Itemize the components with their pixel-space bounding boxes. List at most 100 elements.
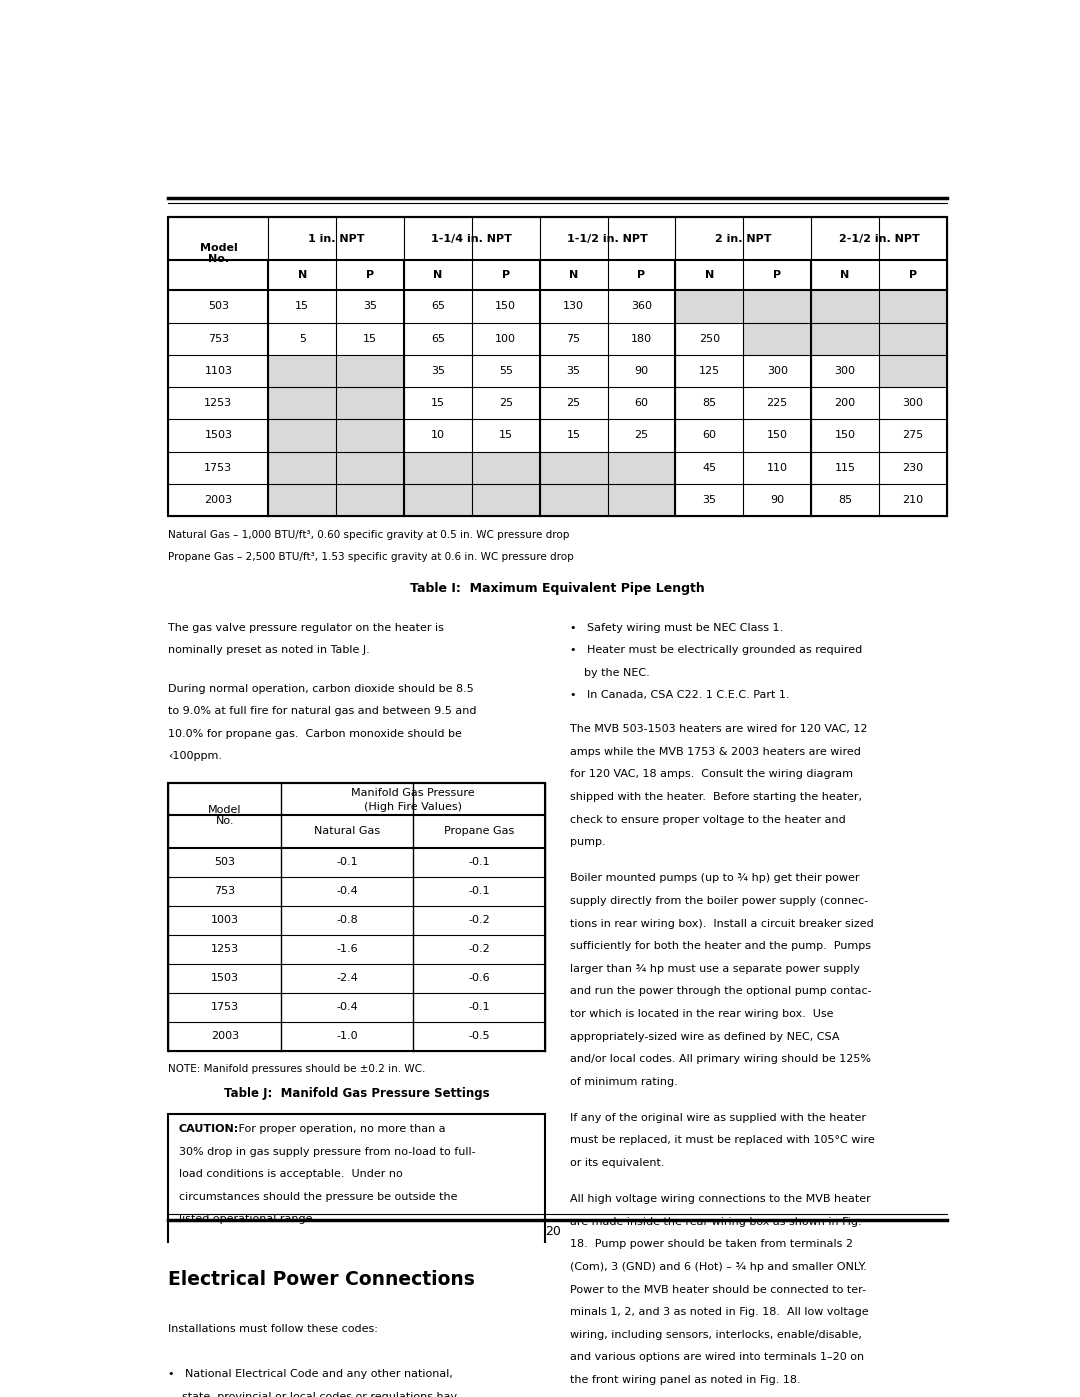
Text: 35: 35 (431, 366, 445, 376)
Text: Table J:  Manifold Gas Pressure Settings: Table J: Manifold Gas Pressure Settings (224, 1087, 489, 1101)
Bar (168, 784, 545, 1051)
Text: -2.4: -2.4 (337, 974, 359, 983)
Text: by the NEC.: by the NEC. (570, 668, 650, 678)
Text: for 120 VAC, 18 amps.  Consult the wiring diagram: for 120 VAC, 18 amps. Consult the wiring… (570, 770, 853, 780)
Text: 110: 110 (767, 462, 787, 472)
Text: 25: 25 (567, 398, 581, 408)
Text: wiring, including sensors, interlocks, enable/disable,: wiring, including sensors, interlocks, e… (570, 1330, 862, 1340)
Text: 65: 65 (431, 302, 445, 312)
Text: 90: 90 (634, 366, 649, 376)
Text: 275: 275 (902, 430, 923, 440)
Text: supply directly from the boiler power supply (connec-: supply directly from the boiler power su… (570, 895, 868, 907)
Text: 1503: 1503 (204, 430, 232, 440)
Text: 503: 503 (207, 302, 229, 312)
Bar (811, 323, 879, 355)
Text: amps while the MVB 1753 & 2003 heaters are wired: amps while the MVB 1753 & 2003 heaters a… (570, 747, 861, 757)
Text: 25: 25 (634, 430, 649, 440)
Text: •   In Canada, CSA C22. 1 C.E.C. Part 1.: • In Canada, CSA C22. 1 C.E.C. Part 1. (570, 690, 789, 700)
Text: of minimum rating.: of minimum rating. (570, 1077, 678, 1087)
Text: P: P (637, 270, 646, 281)
Text: The MVB 503-1503 heaters are wired for 120 VAC, 12: The MVB 503-1503 heaters are wired for 1… (570, 724, 867, 735)
Text: Natural Gas: Natural Gas (314, 827, 380, 837)
Text: listed operational range.: listed operational range. (178, 1214, 315, 1224)
Text: -0.1: -0.1 (469, 858, 490, 868)
Text: 5: 5 (299, 334, 306, 344)
Bar (608, 451, 675, 483)
Text: 10: 10 (431, 430, 445, 440)
Text: 85: 85 (702, 398, 716, 408)
Text: state, provincial or local codes or regulations hav-: state, provincial or local codes or regu… (168, 1391, 461, 1397)
Text: 85: 85 (838, 495, 852, 506)
Text: -0.1: -0.1 (469, 1002, 490, 1013)
Text: N: N (569, 270, 578, 281)
Text: •   National Electrical Code and any other national,: • National Electrical Code and any other… (168, 1369, 454, 1379)
Text: Table I:  Maximum Equivalent Pipe Length: Table I: Maximum Equivalent Pipe Length (410, 581, 705, 595)
Text: 55: 55 (499, 366, 513, 376)
Text: NOTE: Manifold pressures should be ±0.2 in. WC.: NOTE: Manifold pressures should be ±0.2 … (168, 1063, 426, 1074)
Text: -0.4: -0.4 (337, 886, 359, 895)
Text: 60: 60 (702, 430, 716, 440)
Text: 100: 100 (496, 334, 516, 344)
Text: Model
No.: Model No. (200, 243, 238, 264)
Bar (540, 483, 608, 515)
Bar (168, 217, 947, 515)
Text: 15: 15 (499, 430, 513, 440)
Text: N: N (705, 270, 714, 281)
Text: (High Fire Values): (High Fire Values) (364, 802, 462, 812)
Text: ‹100ppm.: ‹100ppm. (168, 752, 222, 761)
Text: Electrical Power Connections: Electrical Power Connections (168, 1270, 475, 1289)
Text: Propane Gas: Propane Gas (444, 827, 514, 837)
Text: 250: 250 (699, 334, 720, 344)
Text: and various options are wired into terminals 1–20 on: and various options are wired into termi… (570, 1352, 864, 1362)
Bar (879, 323, 947, 355)
Bar (336, 419, 404, 451)
Text: 1-1/2 in. NPT: 1-1/2 in. NPT (567, 233, 648, 243)
Text: 1753: 1753 (204, 462, 232, 472)
Text: P: P (773, 270, 781, 281)
Text: appropriately-sized wire as defined by NEC, CSA: appropriately-sized wire as defined by N… (570, 1031, 840, 1042)
Text: shipped with the heater.  Before starting the heater,: shipped with the heater. Before starting… (570, 792, 862, 802)
Text: 180: 180 (631, 334, 652, 344)
Text: 25: 25 (499, 398, 513, 408)
Text: Power to the MVB heater should be connected to ter-: Power to the MVB heater should be connec… (570, 1284, 866, 1295)
Text: larger than ¾ hp must use a separate power supply: larger than ¾ hp must use a separate pow… (570, 964, 861, 974)
Text: If any of the original wire as supplied with the heater: If any of the original wire as supplied … (570, 1113, 866, 1123)
Bar (879, 291, 947, 323)
Text: 45: 45 (702, 462, 716, 472)
Text: 1253: 1253 (211, 944, 239, 954)
Text: and run the power through the optional pump contac-: and run the power through the optional p… (570, 986, 872, 996)
Text: 75: 75 (567, 334, 581, 344)
Text: 210: 210 (903, 495, 923, 506)
Text: 2003: 2003 (211, 1031, 239, 1041)
Text: 1-1/4 in. NPT: 1-1/4 in. NPT (431, 233, 512, 243)
Bar (268, 387, 336, 419)
Bar (336, 355, 404, 387)
Text: -0.6: -0.6 (469, 974, 490, 983)
Text: 35: 35 (567, 366, 581, 376)
Text: 230: 230 (903, 462, 923, 472)
Text: 1003: 1003 (211, 915, 239, 925)
Text: CAUTION:: CAUTION: (178, 1125, 239, 1134)
Text: 300: 300 (767, 366, 787, 376)
Text: The gas valve pressure regulator on the heater is: The gas valve pressure regulator on the … (168, 623, 444, 633)
Text: 753: 753 (207, 334, 229, 344)
Text: 150: 150 (835, 430, 855, 440)
Text: check to ensure proper voltage to the heater and: check to ensure proper voltage to the he… (570, 814, 846, 824)
Text: 15: 15 (431, 398, 445, 408)
Text: •   Heater must be electrically grounded as required: • Heater must be electrically grounded a… (570, 645, 863, 655)
Text: 18.  Pump power should be taken from terminals 2: 18. Pump power should be taken from term… (570, 1239, 853, 1249)
Text: 35: 35 (363, 302, 377, 312)
Text: sufficiently for both the heater and the pump.  Pumps: sufficiently for both the heater and the… (570, 942, 872, 951)
Text: 125: 125 (699, 366, 720, 376)
Text: -1.6: -1.6 (337, 944, 359, 954)
Bar (540, 451, 608, 483)
Text: tions in rear wiring box).  Install a circuit breaker sized: tions in rear wiring box). Install a cir… (570, 919, 874, 929)
Text: are made inside the rear wiring box as shown in Fig.: are made inside the rear wiring box as s… (570, 1217, 862, 1227)
Text: -0.4: -0.4 (337, 1002, 359, 1013)
Text: -1.0: -1.0 (337, 1031, 359, 1041)
Text: load conditions is acceptable.  Under no: load conditions is acceptable. Under no (178, 1169, 402, 1179)
Text: All high voltage wiring connections to the MVB heater: All high voltage wiring connections to t… (570, 1194, 870, 1204)
Text: 1503: 1503 (211, 974, 239, 983)
Bar (268, 451, 336, 483)
Text: P: P (909, 270, 917, 281)
